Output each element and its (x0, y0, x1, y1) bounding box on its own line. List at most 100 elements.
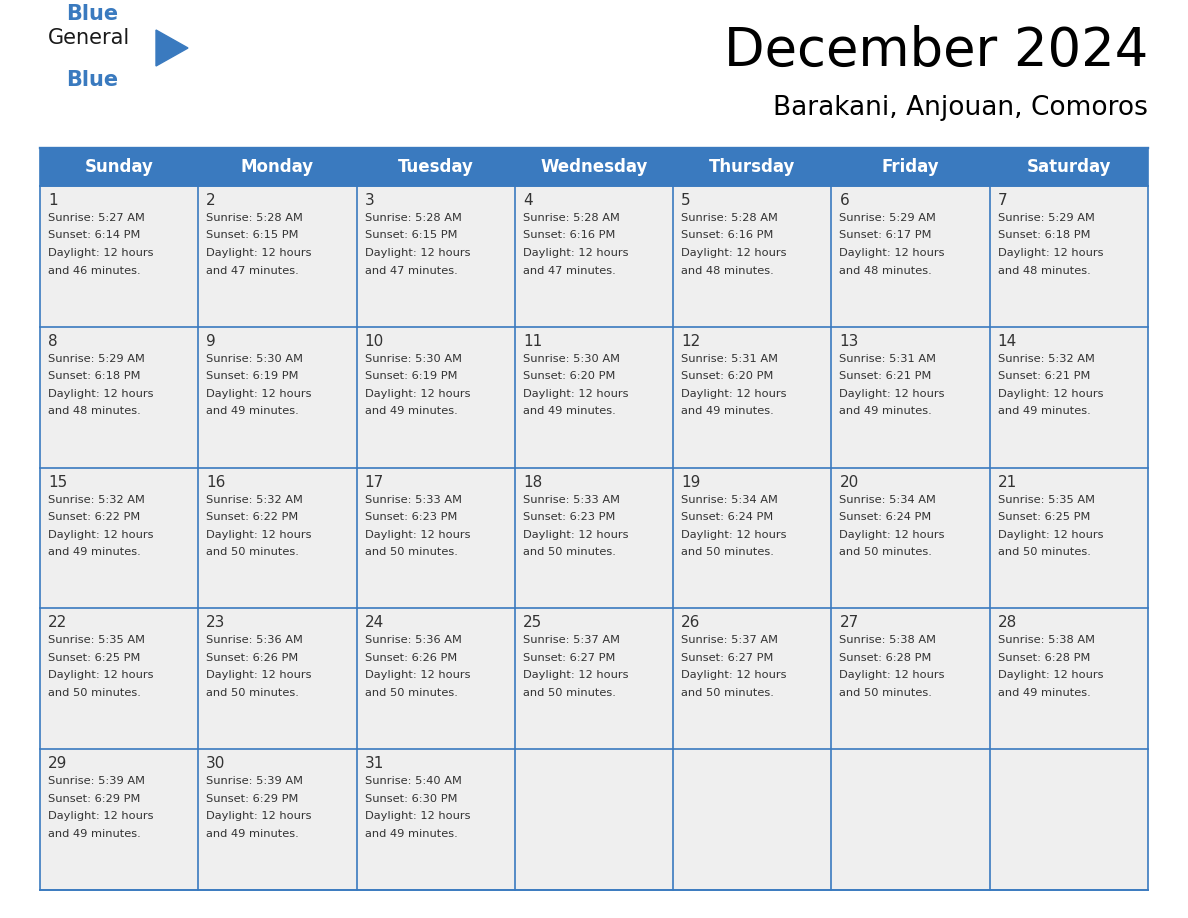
Text: Sunset: 6:19 PM: Sunset: 6:19 PM (365, 371, 457, 381)
Text: 6: 6 (840, 193, 849, 208)
Text: Sunset: 6:26 PM: Sunset: 6:26 PM (365, 653, 457, 663)
Bar (514, 467, 674, 609)
Text: December 2024: December 2024 (723, 25, 1148, 77)
Text: 13: 13 (840, 334, 859, 349)
Text: Sunset: 6:28 PM: Sunset: 6:28 PM (998, 653, 1091, 663)
Bar (198, 186, 356, 327)
Text: Sunset: 6:29 PM: Sunset: 6:29 PM (48, 794, 140, 803)
Bar (356, 327, 514, 467)
Text: and 50 minutes.: and 50 minutes. (207, 547, 299, 557)
Bar (198, 609, 356, 749)
Bar (832, 327, 990, 467)
Text: Sunset: 6:27 PM: Sunset: 6:27 PM (681, 653, 773, 663)
Text: Sunset: 6:16 PM: Sunset: 6:16 PM (681, 230, 773, 241)
Text: Sunrise: 5:33 AM: Sunrise: 5:33 AM (365, 495, 462, 505)
Text: 21: 21 (998, 475, 1017, 489)
Text: Sunset: 6:25 PM: Sunset: 6:25 PM (48, 653, 140, 663)
Text: 8: 8 (48, 334, 58, 349)
Text: 1: 1 (48, 193, 58, 208)
Text: Daylight: 12 hours: Daylight: 12 hours (840, 530, 944, 540)
Text: Daylight: 12 hours: Daylight: 12 hours (998, 530, 1104, 540)
Text: Sunset: 6:25 PM: Sunset: 6:25 PM (998, 512, 1091, 522)
Text: Sunset: 6:23 PM: Sunset: 6:23 PM (523, 512, 615, 522)
Bar (674, 186, 832, 327)
Bar (40, 148, 1148, 186)
Text: 24: 24 (365, 615, 384, 631)
Text: Sunrise: 5:37 AM: Sunrise: 5:37 AM (681, 635, 778, 645)
Text: 9: 9 (207, 334, 216, 349)
Text: Sunrise: 5:27 AM: Sunrise: 5:27 AM (48, 213, 145, 223)
Text: 15: 15 (48, 475, 68, 489)
Bar (990, 609, 1148, 749)
Text: 17: 17 (365, 475, 384, 489)
Text: 7: 7 (998, 193, 1007, 208)
Text: and 50 minutes.: and 50 minutes. (523, 547, 615, 557)
Text: 22: 22 (48, 615, 68, 631)
Text: and 50 minutes.: and 50 minutes. (365, 688, 457, 698)
Text: Daylight: 12 hours: Daylight: 12 hours (998, 389, 1104, 398)
Text: Sunset: 6:28 PM: Sunset: 6:28 PM (840, 653, 931, 663)
Text: and 49 minutes.: and 49 minutes. (48, 547, 140, 557)
Bar (832, 749, 990, 890)
Bar (990, 327, 1148, 467)
Text: Sunrise: 5:30 AM: Sunrise: 5:30 AM (365, 353, 462, 364)
Bar (674, 609, 832, 749)
Text: Daylight: 12 hours: Daylight: 12 hours (207, 248, 311, 258)
Text: 26: 26 (681, 615, 701, 631)
Bar (832, 609, 990, 749)
Text: Sunset: 6:29 PM: Sunset: 6:29 PM (207, 794, 298, 803)
Text: and 49 minutes.: and 49 minutes. (207, 829, 299, 839)
Text: Monday: Monday (241, 158, 314, 176)
Text: and 49 minutes.: and 49 minutes. (998, 688, 1091, 698)
Bar (514, 327, 674, 467)
Text: Wednesday: Wednesday (541, 158, 647, 176)
Text: Sunset: 6:27 PM: Sunset: 6:27 PM (523, 653, 615, 663)
Text: Daylight: 12 hours: Daylight: 12 hours (523, 248, 628, 258)
Text: 31: 31 (365, 756, 384, 771)
Text: and 50 minutes.: and 50 minutes. (681, 688, 775, 698)
Text: 30: 30 (207, 756, 226, 771)
Text: Sunrise: 5:28 AM: Sunrise: 5:28 AM (681, 213, 778, 223)
Text: Sunrise: 5:39 AM: Sunrise: 5:39 AM (207, 777, 303, 786)
Text: Daylight: 12 hours: Daylight: 12 hours (998, 670, 1104, 680)
Text: and 49 minutes.: and 49 minutes. (365, 829, 457, 839)
Text: Daylight: 12 hours: Daylight: 12 hours (48, 248, 153, 258)
Text: and 50 minutes.: and 50 minutes. (523, 688, 615, 698)
Text: Sunset: 6:15 PM: Sunset: 6:15 PM (365, 230, 457, 241)
Text: Sunrise: 5:37 AM: Sunrise: 5:37 AM (523, 635, 620, 645)
Text: and 50 minutes.: and 50 minutes. (840, 688, 933, 698)
Text: and 49 minutes.: and 49 minutes. (523, 407, 615, 416)
Text: Daylight: 12 hours: Daylight: 12 hours (207, 812, 311, 822)
Text: Sunrise: 5:32 AM: Sunrise: 5:32 AM (48, 495, 145, 505)
Text: Daylight: 12 hours: Daylight: 12 hours (207, 389, 311, 398)
Text: Sunrise: 5:38 AM: Sunrise: 5:38 AM (998, 635, 1094, 645)
Text: Daylight: 12 hours: Daylight: 12 hours (840, 248, 944, 258)
Text: Sunrise: 5:35 AM: Sunrise: 5:35 AM (48, 635, 145, 645)
Text: and 49 minutes.: and 49 minutes. (840, 407, 933, 416)
Text: Sunset: 6:23 PM: Sunset: 6:23 PM (365, 512, 457, 522)
Text: Sunrise: 5:29 AM: Sunrise: 5:29 AM (840, 213, 936, 223)
Text: 16: 16 (207, 475, 226, 489)
Text: Daylight: 12 hours: Daylight: 12 hours (365, 248, 470, 258)
Text: Sunrise: 5:31 AM: Sunrise: 5:31 AM (681, 353, 778, 364)
Text: Sunset: 6:24 PM: Sunset: 6:24 PM (840, 512, 931, 522)
Text: 19: 19 (681, 475, 701, 489)
Text: 3: 3 (365, 193, 374, 208)
Text: General: General (48, 28, 131, 48)
Bar (990, 186, 1148, 327)
Bar (198, 327, 356, 467)
Text: Blue: Blue (67, 4, 118, 24)
Text: and 50 minutes.: and 50 minutes. (365, 547, 457, 557)
Text: Sunrise: 5:35 AM: Sunrise: 5:35 AM (998, 495, 1094, 505)
Text: Sunrise: 5:28 AM: Sunrise: 5:28 AM (523, 213, 620, 223)
Text: Sunrise: 5:36 AM: Sunrise: 5:36 AM (365, 635, 461, 645)
Text: Sunrise: 5:30 AM: Sunrise: 5:30 AM (207, 353, 303, 364)
Bar (514, 749, 674, 890)
Text: and 47 minutes.: and 47 minutes. (207, 265, 299, 275)
Bar (832, 186, 990, 327)
Text: Sunset: 6:20 PM: Sunset: 6:20 PM (523, 371, 615, 381)
Text: Sunrise: 5:40 AM: Sunrise: 5:40 AM (365, 777, 461, 786)
Text: Daylight: 12 hours: Daylight: 12 hours (48, 389, 153, 398)
Bar (198, 467, 356, 609)
Text: 5: 5 (681, 193, 690, 208)
